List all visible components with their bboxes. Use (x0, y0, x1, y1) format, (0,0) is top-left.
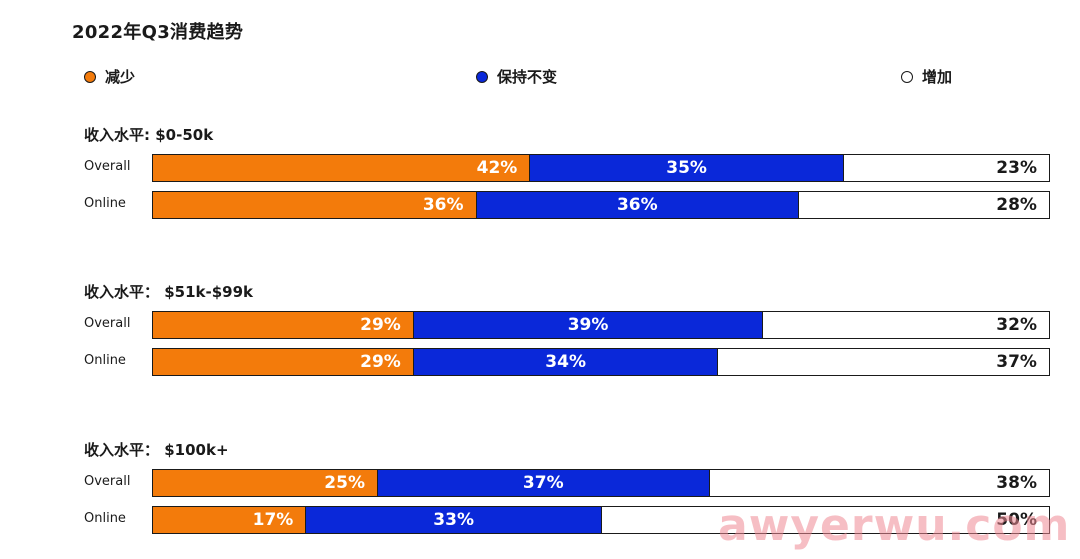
data-label: 32% (996, 315, 1037, 335)
legend-item-decrease: 减少 (84, 66, 135, 87)
legend-swatch-decrease (84, 70, 96, 83)
data-label: 35% (666, 158, 707, 178)
bar-segment-increase: 37% (717, 349, 1049, 375)
bar-segment-decrease: 36% (153, 192, 476, 218)
data-label: 17% (252, 510, 294, 530)
data-label: 23% (996, 158, 1037, 178)
data-label: 36% (616, 195, 658, 215)
legend-swatch-unchanged (476, 70, 488, 83)
legend-label-unchanged: 保持不变 (497, 68, 558, 86)
data-label: 37% (996, 352, 1037, 372)
data-label: 36% (422, 195, 464, 215)
stacked-bar: 29% 39% 32% (152, 311, 1050, 339)
chart-title: 2022年Q3消费趋势 (72, 22, 244, 43)
data-label: 33% (433, 510, 474, 530)
bar-segment-unchanged: 37% (377, 470, 709, 496)
group-title: 收入水平： $51k-$99k (84, 283, 254, 301)
stacked-bar: 36% 36% 28% (152, 191, 1050, 219)
bar-segment-unchanged: 34% (412, 349, 718, 375)
legend-label-increase: 增加 (922, 68, 953, 86)
row-label: Overall (84, 159, 131, 174)
bar-segment-unchanged: 33% (305, 507, 601, 533)
legend-label-decrease: 减少 (105, 68, 136, 86)
data-label: 39% (567, 315, 609, 335)
bar-segment-increase: 28% (798, 192, 1049, 218)
bar-segment-unchanged: 35% (529, 155, 843, 181)
bar-segment-decrease: 29% (153, 349, 413, 375)
watermark-text: awyerwu.com (718, 500, 1071, 551)
legend-item-increase: 增加 (901, 66, 952, 87)
row-label: Online (84, 196, 126, 211)
bar-segment-increase: 23% (842, 155, 1049, 181)
bar-segment-increase: 50% (600, 507, 1049, 533)
bar-segment-decrease: 17% (153, 507, 306, 533)
data-label: 28% (996, 195, 1037, 215)
bar-segment-decrease: 42% (153, 155, 530, 181)
bar-segment-increase: 38% (708, 470, 1049, 496)
data-label: 50% (996, 510, 1037, 530)
data-label: 29% (360, 352, 401, 372)
bar-segment-decrease: 29% (153, 312, 413, 338)
group-title: 收入水平： $100k+ (84, 441, 229, 459)
bar-segment-decrease: 25% (153, 470, 377, 496)
data-label: 42% (476, 158, 518, 178)
legend-item-unchanged: 保持不变 (476, 66, 557, 87)
stacked-bar: 29% 34% 37% (152, 348, 1050, 376)
stacked-bar: 17% 33% 50% (152, 506, 1050, 534)
data-label: 29% (360, 315, 401, 335)
data-label: 38% (996, 473, 1037, 493)
group-title: 收入水平: $0-50k (84, 126, 214, 144)
bar-segment-unchanged: 36% (475, 192, 799, 218)
bar-segment-increase: 32% (762, 312, 1049, 338)
legend-swatch-increase (901, 70, 913, 83)
stacked-bar: 25% 37% 38% (152, 469, 1050, 497)
data-label: 34% (545, 352, 586, 372)
data-label: 37% (522, 473, 564, 493)
row-label: Overall (84, 316, 131, 331)
stacked-bar: 42% 35% 23% (152, 154, 1050, 182)
data-label: 25% (324, 473, 365, 493)
row-label: Online (84, 353, 126, 368)
bar-segment-unchanged: 39% (412, 312, 763, 338)
row-label: Overall (84, 474, 131, 489)
row-label: Online (84, 511, 126, 526)
